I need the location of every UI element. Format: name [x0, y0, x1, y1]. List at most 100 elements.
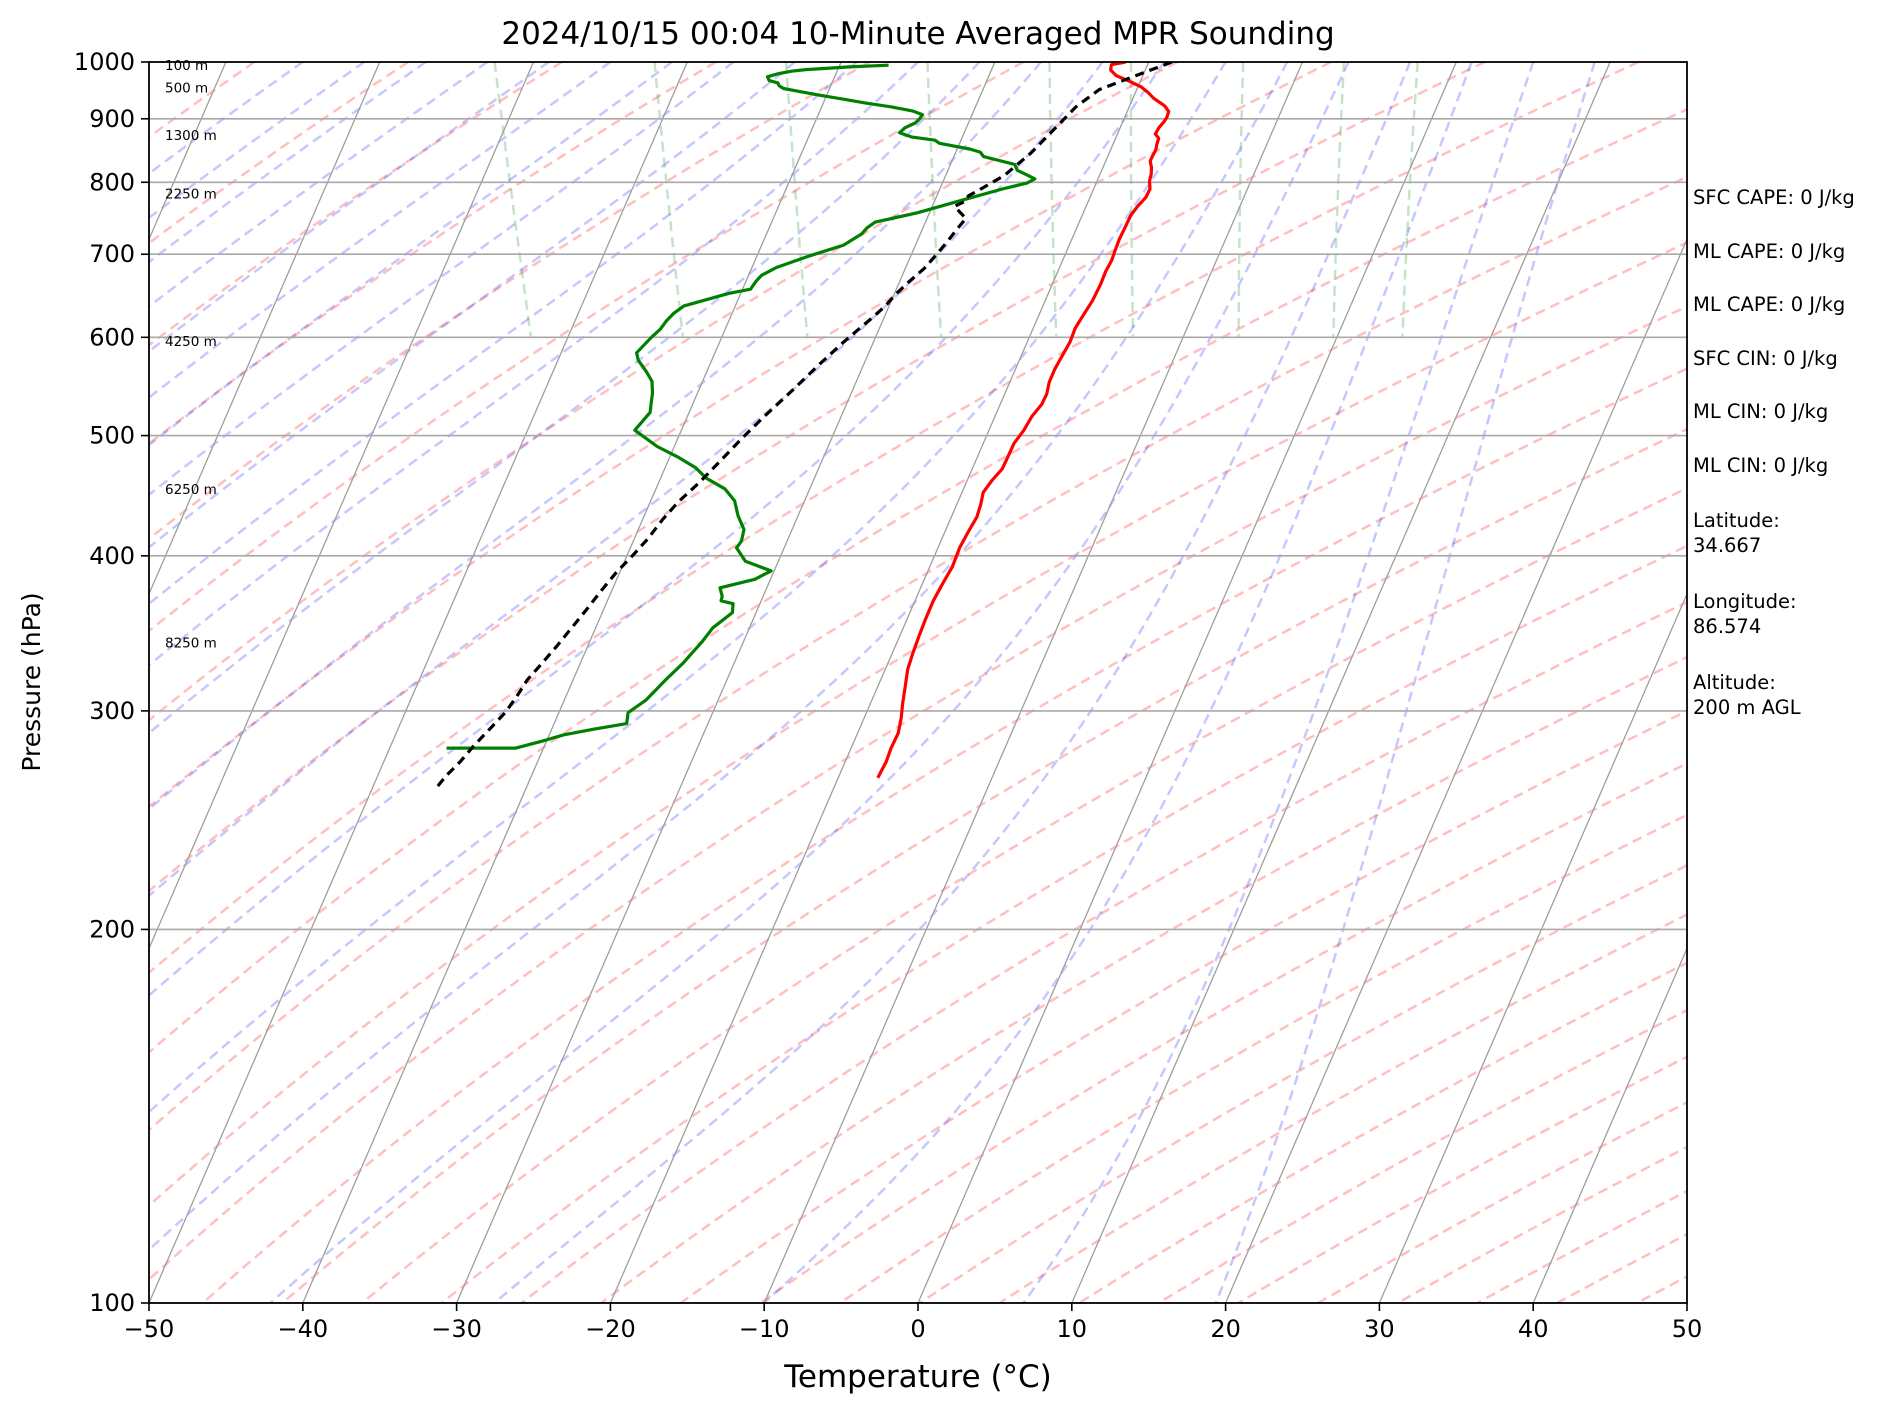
isotherm-line — [1532, 946, 1687, 1303]
y-tick-label: 200 — [89, 915, 135, 943]
moist-adiabat-line — [1022, 62, 1535, 1303]
dry-adiabat-line — [998, 913, 1687, 1303]
dry-adiabat-line — [149, 108, 1687, 1054]
moist-adiabat-line — [149, 62, 304, 176]
x-axis-label: Temperature (°C) — [783, 1359, 1052, 1395]
isotherm-line — [149, 62, 535, 951]
x-tick-label: 10 — [1057, 1315, 1088, 1343]
altitude-label: Altitude: — [1693, 671, 1776, 694]
dry-adiabat-line — [149, 62, 1486, 893]
y-axis-label: Pressure (hPa) — [17, 592, 46, 771]
x-tick-label: −40 — [277, 1315, 328, 1343]
longitude-value: 86.574 — [1693, 614, 1762, 638]
height-label: 4250 m — [165, 334, 217, 350]
sounding-stats-panel: SFC CAPE: 0 J/kg ML CAPE: 0 J/kg ML CAPE… — [1693, 186, 1889, 720]
dry-adiabat-line — [149, 62, 717, 446]
moist-adiabat-line — [269, 62, 1350, 1303]
isotherm-line — [149, 62, 381, 596]
dry-adiabat-line — [149, 305, 1687, 1282]
plot-frame — [148, 61, 1688, 1304]
longitude-block: Longitude: 86.574 — [1693, 590, 1889, 669]
x-tick-label: 30 — [1364, 1315, 1395, 1343]
x-tick-label: 50 — [1672, 1315, 1703, 1343]
y-tick-label: 700 — [89, 240, 135, 268]
mixing-ratio-line — [1401, 62, 1419, 338]
dry-adiabat-line — [759, 762, 1687, 1303]
moist-adiabat-line — [149, 62, 1227, 1114]
dry-adiabat-line — [149, 62, 563, 347]
dry-adiabat-line — [149, 62, 409, 245]
moist-adiabat-line — [149, 62, 1289, 1252]
x-tick-label: 20 — [1210, 1315, 1241, 1343]
height-labels: 8250 m 6250 m 4250 m 2250 m 1300 m 500 m 100 m — [165, 58, 217, 652]
moist-adiabat-line — [149, 62, 550, 353]
moist-adiabat-line — [1214, 62, 1596, 1303]
altitude-block: Altitude: 200 m AGL — [1693, 671, 1889, 720]
height-label: 6250 m — [165, 482, 217, 498]
height-label: 2250 m — [165, 187, 217, 203]
longitude-label: Longitude: — [1693, 590, 1797, 613]
x-tick-label: 0 — [910, 1315, 925, 1343]
y-tick-label: 800 — [89, 168, 135, 196]
sfc-cape-text: SFC CAPE: 0 J/kg — [1693, 186, 1855, 209]
dewpoint-profile-line — [446, 63, 1037, 750]
y-tick-label: 1000 — [74, 48, 135, 76]
isotherm-line — [149, 62, 688, 1303]
mixing-ratio-line — [1048, 62, 1058, 338]
dry-adiabat-line — [149, 62, 1332, 809]
y-tick-label: 500 — [89, 422, 135, 450]
x-tick-label: −20 — [585, 1315, 636, 1343]
isotherm-line — [763, 62, 1304, 1303]
isotherm-line — [609, 62, 1150, 1303]
moist-adiabat-line — [149, 62, 612, 400]
dry-adiabat-line — [441, 544, 1687, 1303]
moist-adiabat-line — [149, 62, 735, 497]
latitude-block: Latitude: 34.667 — [1693, 509, 1889, 588]
dry-adiabat-line — [149, 62, 1640, 975]
dry-adiabat-line — [149, 62, 1024, 633]
altitude-value: 200 m AGL — [1693, 695, 1801, 719]
isotherm-line — [917, 62, 1457, 1303]
height-label: 500 m — [165, 81, 208, 97]
dry-adiabat-line — [149, 175, 1687, 1132]
moist-adiabat-line — [149, 62, 858, 606]
moist-adiabats — [149, 62, 1596, 1303]
y-axis-ticks: 100 200 300 400 500 600 700 800 900 1000 — [74, 48, 149, 1317]
isotherm-line — [1378, 592, 1687, 1303]
y-tick-label: 900 — [89, 105, 135, 133]
parcel-profile-line — [434, 62, 1173, 790]
x-tick-label: −50 — [124, 1315, 175, 1343]
dry-adiabat-line — [520, 600, 1687, 1303]
sfc-cin-text: SFC CIN: 0 J/kg — [1693, 346, 1838, 370]
latitude-value: 34.667 — [1693, 533, 1762, 557]
ml-cin-text: ML CIN: 0 J/kg — [1693, 400, 1829, 423]
isotherm-line — [302, 62, 842, 1303]
dry-adiabat-line — [149, 241, 1687, 1208]
ml-cape-text-second: ML CAPE: 0 J/kg — [1693, 293, 1846, 316]
mixing-ratio-line — [493, 62, 533, 338]
ml-cin-text-second: ML CIN: 0 J/kg — [1693, 453, 1829, 477]
mixing-ratio-line — [1332, 62, 1346, 338]
moist-adiabat-line — [763, 62, 1473, 1303]
x-axis-ticks: −50 −40 −30 −20 −10 0 10 20 30 40 50 — [124, 1303, 1703, 1343]
moist-adiabat-line — [149, 62, 981, 735]
moist-adiabat-line — [149, 62, 673, 447]
moist-adiabat-line — [149, 62, 796, 549]
dry-adiabat-line — [281, 427, 1687, 1303]
background-lines — [149, 62, 1687, 1303]
moist-adiabat-line — [149, 62, 489, 308]
moist-adiabat-line — [149, 62, 1166, 998]
chart-title: 2024/10/15 00:04 10-Minute Averaged MPR … — [501, 16, 1334, 52]
dry-adiabat-line — [919, 863, 1687, 1303]
temperature-profile-line — [876, 62, 1171, 779]
latitude-label: Latitude: — [1693, 509, 1780, 532]
mixing-ratio-lines — [493, 62, 1419, 338]
dry-adiabat-line — [680, 709, 1687, 1303]
height-label: 1300 m — [165, 128, 217, 144]
isotherm-line — [456, 62, 996, 1303]
x-tick-label: −10 — [739, 1315, 790, 1343]
isobars — [149, 62, 1687, 1303]
sounding-profiles — [434, 62, 1173, 790]
dry-adiabat-line — [201, 367, 1687, 1303]
x-tick-label: −30 — [431, 1315, 482, 1343]
